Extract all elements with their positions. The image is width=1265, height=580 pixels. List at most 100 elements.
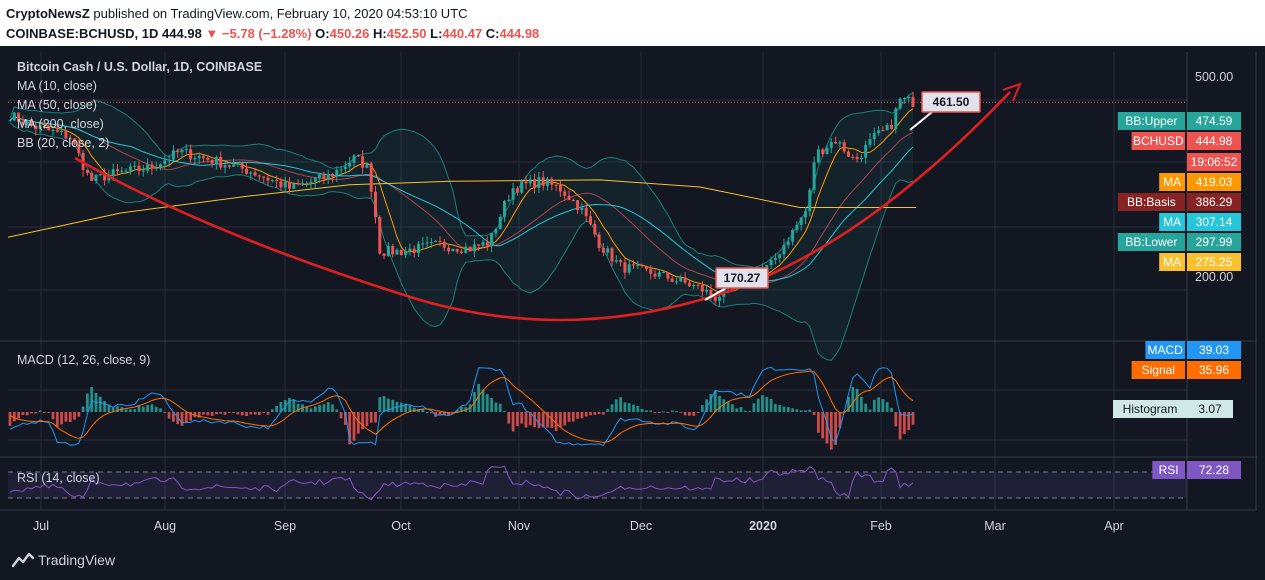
histogram-bar: [571, 412, 575, 422]
candle-body: [214, 157, 218, 164]
candle-body: [154, 168, 158, 170]
histogram-bar: [77, 412, 81, 417]
candle-body: [782, 244, 786, 255]
legend-bb[interactable]: BB (20, close, 2): [17, 136, 110, 150]
tag-label: MA: [1163, 255, 1181, 269]
candle-body: [17, 112, 21, 122]
time-tick-label: Mar: [984, 519, 1006, 533]
candle-body: [167, 159, 171, 161]
histogram-bar: [64, 412, 68, 422]
high-label: H:: [373, 26, 387, 41]
candle-body: [133, 165, 137, 167]
histogram-bar: [103, 401, 106, 412]
callout-box: [921, 91, 981, 113]
candle-body: [159, 164, 162, 169]
histogram-bar: [636, 405, 640, 412]
price-tick-label: 500.00: [1195, 70, 1233, 84]
publisher-name[interactable]: CryptoNewsZ: [6, 6, 90, 21]
histogram-bar: [584, 412, 588, 417]
candle-body: [184, 149, 188, 151]
chart-background: [0, 46, 1265, 540]
legend-ma10[interactable]: MA (10, close): [17, 79, 97, 93]
histogram-bar: [632, 404, 635, 412]
rsi-band: [8, 472, 1187, 498]
histogram-bar: [331, 404, 334, 412]
histogram-bar: [705, 399, 708, 412]
candle-body: [576, 200, 580, 211]
histogram-bar: [507, 412, 511, 424]
histogram-bar: [365, 412, 369, 426]
candle-body: [507, 199, 511, 201]
candle-body: [421, 243, 425, 245]
candle-body: [257, 175, 261, 177]
candle-body: [718, 296, 721, 301]
histogram-bar: [339, 412, 343, 419]
time-tick-label: Apr: [1104, 519, 1123, 533]
histogram-bar: [554, 412, 558, 431]
legend-rsi[interactable]: RSI (14, close): [17, 471, 100, 485]
candle-body: [593, 223, 597, 235]
candle-body: [902, 98, 906, 100]
histogram-bar: [640, 408, 644, 412]
candle-body: [546, 178, 549, 186]
histogram-bar: [382, 396, 386, 412]
candle-body: [713, 295, 717, 301]
histogram-bar: [786, 407, 790, 412]
legend-ma50[interactable]: MA (50, close): [17, 98, 97, 112]
candle-body: [189, 149, 193, 160]
histogram-bar: [206, 412, 210, 416]
legend-macd[interactable]: MACD (12, 26, close, 9): [17, 353, 151, 367]
grid-lines: [8, 52, 1187, 510]
tag-label: BB:Upper: [1125, 114, 1177, 128]
candle-body: [795, 224, 799, 230]
candle-body: [21, 121, 25, 125]
candle-body: [318, 174, 322, 179]
histogram-bar: [743, 410, 747, 412]
candle-body: [227, 165, 231, 167]
histogram-bar: [232, 412, 235, 413]
brand-name[interactable]: TradingView: [38, 552, 116, 568]
candle-body: [68, 138, 72, 140]
candle-body: [417, 243, 420, 253]
price-chart[interactable]: 461.50 170.27 500.00 200.00 BB:Upper 474.59 BC…: [0, 46, 1265, 540]
candle-body: [619, 260, 623, 263]
candle-body: [98, 174, 102, 176]
candle-body: [503, 200, 506, 217]
candle-body: [326, 174, 330, 179]
histogram-bar: [726, 401, 730, 412]
histogram-bar: [688, 412, 691, 416]
candle-body: [141, 170, 145, 172]
candle-body: [395, 249, 399, 255]
candle-body: [266, 177, 270, 181]
close-value: 444.98: [499, 26, 540, 41]
histogram-bar: [245, 412, 248, 417]
tag-value-bg: [1187, 253, 1241, 271]
histogram-bar: [442, 412, 446, 415]
histogram-bar: [430, 412, 433, 414]
histogram-bar: [12, 412, 16, 422]
tag-value-bg: [1187, 193, 1241, 211]
tag-label-bg: [1159, 213, 1185, 231]
tag-value-bg: [1187, 361, 1241, 379]
histogram-bar: [679, 412, 683, 413]
tag-value: 19:06:52: [1191, 155, 1238, 169]
histogram-bar: [675, 411, 678, 413]
candle-body: [171, 150, 175, 160]
candle-body: [434, 240, 438, 242]
histogram-bar: [309, 408, 313, 412]
tag-value-bg: [1187, 153, 1241, 171]
candle-body: [687, 282, 691, 287]
legend-ma200[interactable]: MA (200, close): [17, 117, 104, 131]
candle-body: [675, 281, 678, 283]
tag-label: Histogram: [1123, 402, 1178, 416]
candle-body: [692, 284, 696, 287]
time-tick-label: Feb: [870, 519, 892, 533]
candle-body: [163, 160, 167, 165]
histogram-bar: [25, 412, 29, 416]
chart-title: Bitcoin Cash / U.S. Dollar, 1D, COINBASE: [17, 60, 263, 74]
candle-body: [623, 262, 627, 273]
candle-body: [816, 149, 820, 163]
candle-body: [847, 151, 850, 157]
histogram-bar: [68, 412, 72, 422]
low-value: 440.47: [442, 26, 483, 41]
